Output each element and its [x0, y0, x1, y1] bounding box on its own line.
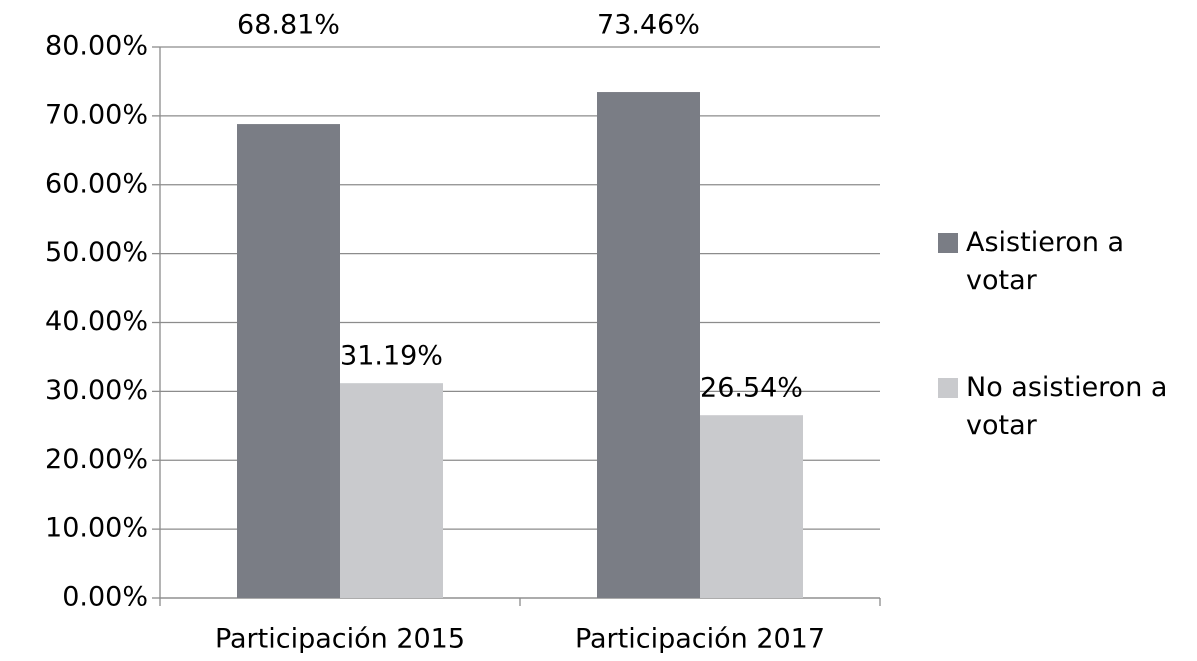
- legend-swatch: [938, 233, 958, 253]
- y-tick-label: 10.00%: [45, 513, 148, 544]
- legend-label: Asistieron a votar: [966, 227, 1125, 296]
- x-tick-label: Participación 2015: [215, 624, 465, 655]
- legend-item: Asistieron a votar: [938, 224, 1178, 300]
- data-label: 68.81%: [237, 10, 340, 41]
- y-tick-label: 60.00%: [45, 168, 148, 199]
- data-label: 31.19%: [340, 341, 443, 372]
- bar: [237, 124, 340, 599]
- bar: [340, 383, 443, 598]
- data-label: 73.46%: [597, 10, 700, 41]
- y-tick-label: 50.00%: [45, 237, 148, 268]
- y-tick-label: 0.00%: [62, 582, 148, 613]
- legend-item: No asistieron a votar: [938, 369, 1178, 445]
- bar: [597, 92, 700, 598]
- x-tick-label: Participación 2017: [575, 624, 825, 655]
- bar: [700, 415, 803, 598]
- y-tick-label: 70.00%: [45, 99, 148, 130]
- y-tick-label: 80.00%: [45, 31, 148, 62]
- y-tick-label: 20.00%: [45, 444, 148, 475]
- legend-swatch: [938, 378, 958, 398]
- data-label: 26.54%: [700, 373, 803, 404]
- y-tick-label: 40.00%: [45, 306, 148, 337]
- y-tick-label: 30.00%: [45, 375, 148, 406]
- legend-label: No asistieron a votar: [966, 372, 1168, 441]
